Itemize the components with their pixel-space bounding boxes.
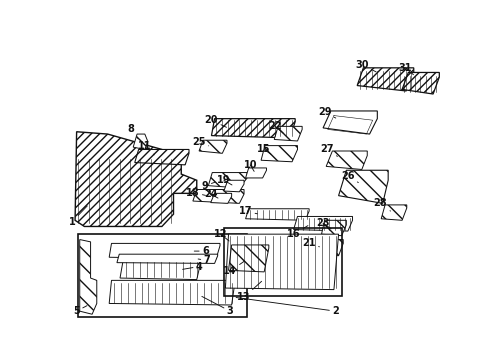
Text: 6: 6 bbox=[194, 246, 208, 256]
Polygon shape bbox=[135, 149, 189, 165]
Text: 7: 7 bbox=[198, 255, 210, 265]
Polygon shape bbox=[401, 72, 438, 94]
Text: 20: 20 bbox=[204, 115, 226, 127]
Text: 16: 16 bbox=[286, 226, 307, 239]
Polygon shape bbox=[308, 239, 343, 256]
Text: 31: 31 bbox=[398, 63, 413, 75]
Polygon shape bbox=[261, 145, 297, 162]
Polygon shape bbox=[381, 205, 406, 220]
Text: 5: 5 bbox=[73, 306, 87, 316]
Polygon shape bbox=[109, 243, 220, 259]
Text: 28: 28 bbox=[373, 198, 390, 211]
Polygon shape bbox=[80, 239, 97, 314]
Text: 11: 11 bbox=[138, 141, 154, 155]
Polygon shape bbox=[245, 209, 308, 220]
Text: 25: 25 bbox=[192, 137, 208, 147]
Text: 1: 1 bbox=[68, 206, 87, 227]
Polygon shape bbox=[224, 180, 244, 192]
Text: 24: 24 bbox=[203, 189, 218, 199]
Text: 27: 27 bbox=[320, 144, 337, 156]
Text: 19: 19 bbox=[217, 175, 231, 185]
Polygon shape bbox=[228, 245, 268, 272]
Polygon shape bbox=[192, 189, 244, 203]
Polygon shape bbox=[325, 151, 366, 170]
Polygon shape bbox=[210, 193, 231, 203]
Text: 4: 4 bbox=[182, 261, 202, 271]
Text: 17: 17 bbox=[238, 206, 257, 216]
Polygon shape bbox=[245, 168, 266, 178]
Text: 18: 18 bbox=[185, 188, 205, 198]
Polygon shape bbox=[109, 280, 234, 305]
Text: 3: 3 bbox=[202, 296, 233, 316]
Text: 14: 14 bbox=[223, 261, 244, 276]
Polygon shape bbox=[133, 134, 148, 149]
Polygon shape bbox=[225, 234, 338, 289]
Text: 13: 13 bbox=[237, 281, 261, 302]
Polygon shape bbox=[117, 254, 217, 264]
Text: 30: 30 bbox=[354, 60, 375, 72]
Text: 22: 22 bbox=[268, 121, 283, 133]
Text: 26: 26 bbox=[341, 171, 358, 183]
Polygon shape bbox=[356, 68, 413, 91]
Text: 15: 15 bbox=[257, 144, 270, 154]
Polygon shape bbox=[323, 111, 377, 134]
Polygon shape bbox=[75, 132, 196, 226]
Text: 21: 21 bbox=[302, 238, 319, 248]
Text: 23: 23 bbox=[316, 219, 330, 229]
Polygon shape bbox=[321, 220, 346, 236]
Polygon shape bbox=[199, 140, 226, 153]
Bar bbox=[78, 234, 246, 317]
Polygon shape bbox=[120, 260, 200, 280]
Polygon shape bbox=[211, 119, 295, 138]
Text: 12: 12 bbox=[214, 229, 228, 241]
Bar bbox=[224, 228, 341, 296]
Polygon shape bbox=[338, 170, 387, 203]
Polygon shape bbox=[208, 172, 246, 188]
Text: 10: 10 bbox=[243, 160, 257, 171]
Polygon shape bbox=[293, 216, 352, 231]
Polygon shape bbox=[274, 126, 302, 141]
Text: 9: 9 bbox=[202, 181, 214, 191]
Text: 2: 2 bbox=[236, 297, 338, 316]
Text: 8: 8 bbox=[127, 125, 138, 138]
Text: 29: 29 bbox=[317, 108, 335, 118]
